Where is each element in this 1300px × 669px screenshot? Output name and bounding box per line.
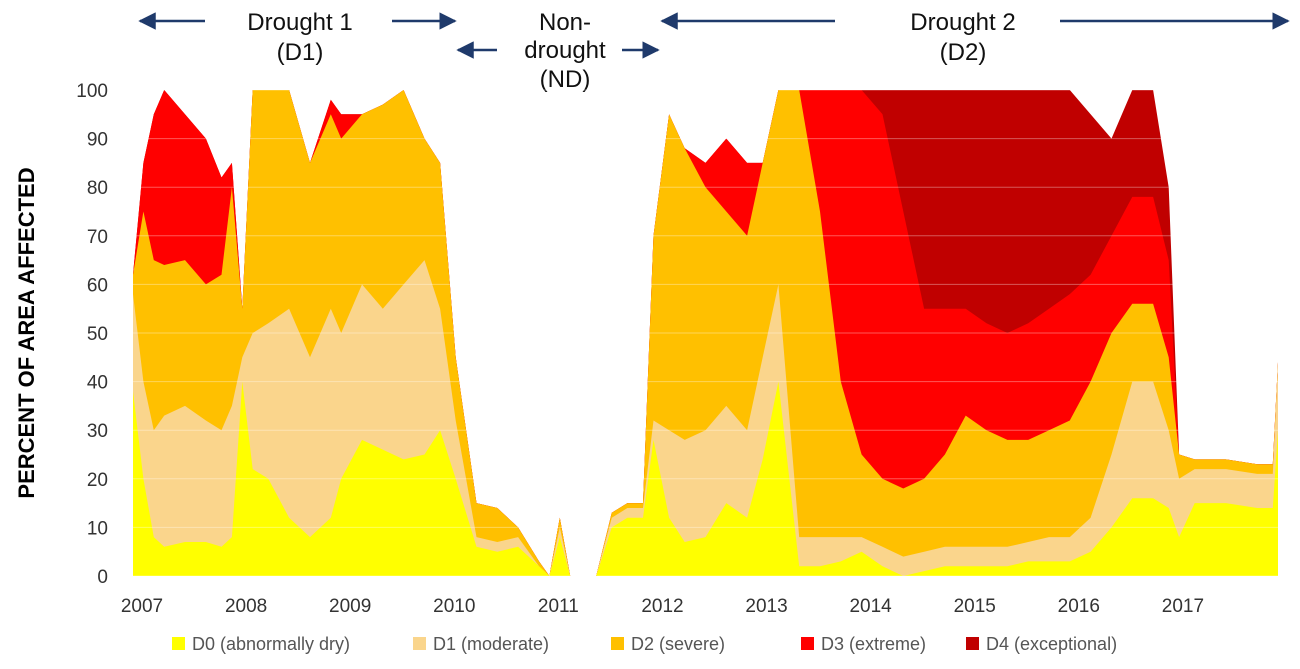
x-tick-label: 2008 <box>225 596 267 617</box>
period-label: drought <box>524 37 606 64</box>
y-tick-label: 40 <box>87 373 108 394</box>
legend-swatch <box>966 637 979 650</box>
stacked-areas <box>133 90 1278 576</box>
period-label: (D1) <box>277 39 324 66</box>
legend-swatch <box>611 637 624 650</box>
y-axis-label: PERCENT OF AREA AFFECTED <box>14 167 39 498</box>
legend-label: D2 (severe) <box>631 634 725 654</box>
area-d0 <box>133 381 1278 576</box>
period-label: Non- <box>539 9 591 36</box>
y-tick-label: 30 <box>87 421 108 442</box>
x-tick-label: 2010 <box>433 596 475 617</box>
legend-item: D4 (exceptional) <box>966 634 1117 654</box>
legend-label: D4 (exceptional) <box>986 634 1117 654</box>
y-tick-label: 80 <box>87 178 108 199</box>
legend-swatch <box>801 637 814 650</box>
x-tick-label: 2009 <box>329 596 371 617</box>
y-tick-label: 10 <box>87 518 108 539</box>
legend-label: D3 (extreme) <box>821 634 926 654</box>
period-label: Drought 2 <box>910 9 1015 36</box>
legend-item: D2 (severe) <box>611 634 725 654</box>
x-axis-ticks: 2007 2008 2009 2010 2011 2012 2013 2014 2015 2016… <box>121 596 1204 617</box>
period-3: Drought 2 (D2) <box>660 9 1290 66</box>
y-tick-label: 90 <box>87 130 108 151</box>
x-tick-label: 2016 <box>1058 596 1100 617</box>
x-tick-label: 2013 <box>745 596 787 617</box>
period-annotations: Drought 1 (D1) Non-drought(ND) Drought 2 (D2… <box>138 9 1290 93</box>
y-tick-label: 60 <box>87 275 108 296</box>
period-label: Drought 1 <box>247 9 352 36</box>
period-2: Non-drought(ND) <box>456 9 660 93</box>
period-label: (ND) <box>540 66 591 93</box>
legend-label: D1 (moderate) <box>433 634 549 654</box>
x-tick-label: 2007 <box>121 596 163 617</box>
x-tick-label: 2012 <box>641 596 683 617</box>
legend-swatch <box>413 637 426 650</box>
period-1: Drought 1 (D1) <box>138 9 457 66</box>
x-tick-label: 2017 <box>1162 596 1204 617</box>
x-tick-label: 2011 <box>538 596 579 617</box>
y-tick-label: 0 <box>97 567 108 588</box>
legend: D0 (abnormally dry) D1 (moderate) D2 (seve… <box>172 634 1117 654</box>
y-tick-label: 50 <box>87 324 108 345</box>
plot-area <box>133 89 1278 577</box>
legend-item: D0 (abnormally dry) <box>172 634 350 654</box>
legend-item: D3 (extreme) <box>801 634 926 654</box>
y-tick-label: 20 <box>87 470 108 491</box>
y-tick-label: 70 <box>87 227 108 248</box>
legend-item: D1 (moderate) <box>413 634 549 654</box>
legend-label: D0 (abnormally dry) <box>192 634 350 654</box>
period-label: (D2) <box>940 39 987 66</box>
gridlines <box>133 89 1278 577</box>
legend-swatch <box>172 637 185 650</box>
x-tick-label: 2015 <box>954 596 996 617</box>
y-axis-ticks: 0 10 20 30 40 50 60 70 80 90 100 <box>76 81 108 588</box>
y-tick-label: 100 <box>76 81 108 102</box>
x-tick-label: 2014 <box>849 596 892 617</box>
